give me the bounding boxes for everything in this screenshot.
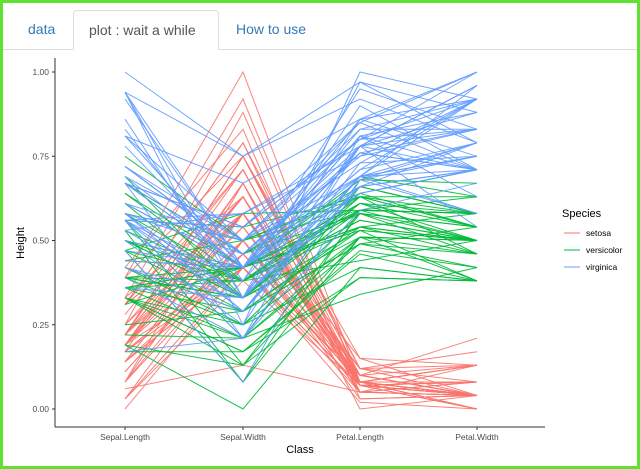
virginica-line-17 <box>124 81 478 157</box>
versicolor-line-25 <box>124 192 478 269</box>
y-tick-label: 0.00 <box>32 404 49 414</box>
y-tick-label: 0.50 <box>32 236 49 246</box>
x-axis-ticks: Sepal.Length Sepal.Width Petal.Length Petal… <box>100 427 499 442</box>
setosa-line-37 <box>124 182 478 410</box>
tab-bar: data plot : wait a while How to use <box>3 3 637 50</box>
x-tick-label: Petal.Length <box>336 432 384 442</box>
virginica-line-21 <box>124 142 478 299</box>
x-tick-label: Petal.Width <box>455 432 499 442</box>
setosa-line-48 <box>124 168 478 396</box>
versicolor-line-29 <box>124 266 478 326</box>
virginica-line-3 <box>124 145 478 282</box>
y-axis-title: Height <box>15 227 27 259</box>
virginica-line-47 <box>124 142 478 269</box>
virginica-line-35 <box>124 91 478 269</box>
versicolor-line-49 <box>124 229 478 299</box>
versicolor-line-19 <box>124 243 478 339</box>
setosa-line-45 <box>124 266 478 386</box>
legend-label-versicolor: versicolor <box>586 245 623 255</box>
series-virginica <box>124 71 478 383</box>
legend-label-virginica: virginica <box>586 262 617 272</box>
versicolor-line-39 <box>124 236 478 339</box>
versicolor-line-35 <box>124 196 478 252</box>
virginica-line-46 <box>124 155 478 339</box>
tab-plot[interactable]: plot : wait a while <box>73 10 219 50</box>
virginica-line-19 <box>124 179 478 383</box>
legend-label-setosa: setosa <box>586 228 611 238</box>
virginica-line-41 <box>124 98 478 255</box>
y-axis-ticks: 0.00 0.25 0.50 0.75 1.00 <box>32 67 55 414</box>
virginica-line-49 <box>124 169 478 269</box>
virginica-line-27 <box>124 169 478 269</box>
virginica-line-31 <box>124 71 478 157</box>
series-lines <box>124 70 478 410</box>
setosa-line-46 <box>124 155 478 396</box>
virginica-line-44 <box>124 71 478 228</box>
versicolor-line-48 <box>124 267 478 339</box>
x-axis-title: Class <box>286 444 314 456</box>
x-tick-label: Sepal.Width <box>220 432 266 442</box>
setosa-line-43 <box>124 195 478 376</box>
virginica-line-37 <box>124 152 478 255</box>
y-tick-label: 0.25 <box>32 320 49 330</box>
versicolor-line-43 <box>124 277 478 366</box>
y-tick-label: 0.75 <box>32 151 49 161</box>
virginica-line-42 <box>124 155 478 312</box>
parallel-coordinates-chart: 0.00 0.25 0.50 0.75 1.00 Sepal.Length Sepal.W… <box>15 58 623 456</box>
tab-data[interactable]: data <box>28 21 56 37</box>
x-tick-label: Sepal.Length <box>100 432 150 442</box>
virginica-line-34 <box>124 145 478 326</box>
virginica-line-22 <box>124 81 478 299</box>
versicolor-line-31 <box>124 253 478 353</box>
legend-title: Species <box>562 208 602 220</box>
legend: Species setosa versicolor virginica <box>562 208 623 272</box>
virginica-line-48 <box>124 98 478 231</box>
virginica-line-38 <box>124 169 478 269</box>
virginica-line-25 <box>124 122 478 242</box>
virginica-line-40 <box>124 85 478 255</box>
versicolor-line-45 <box>124 226 478 279</box>
setosa-line-13 <box>124 266 478 410</box>
y-tick-label: 1.00 <box>32 67 49 77</box>
tab-how-to-use[interactable]: How to use <box>236 21 307 37</box>
versicolor-line-34 <box>124 209 478 305</box>
virginica-line-9 <box>124 71 478 184</box>
